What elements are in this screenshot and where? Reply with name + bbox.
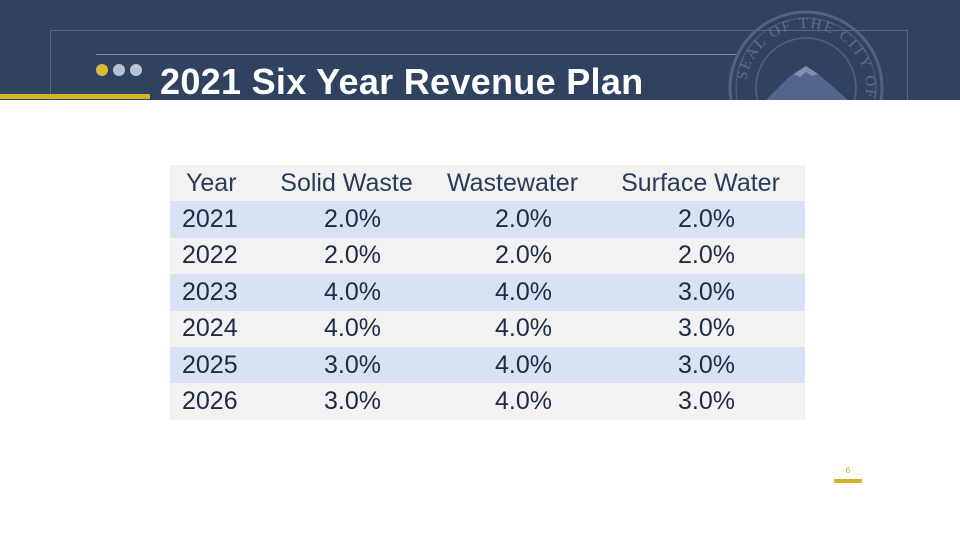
gold-accent-rule — [0, 94, 150, 99]
header-solid-waste: Solid Waste — [280, 168, 413, 197]
cell-solid-waste: 2.0% — [324, 241, 381, 270]
cell-year: 2025 — [182, 350, 238, 379]
cell-surface-water: 2.0% — [678, 205, 735, 234]
table-row: 2021 2.0% 2.0% 2.0% — [170, 201, 805, 238]
table-row: 2024 4.0% 4.0% 3.0% — [170, 310, 805, 347]
dot-gray-1 — [113, 64, 125, 76]
cell-solid-waste: 2.0% — [324, 205, 381, 234]
cell-solid-waste: 4.0% — [324, 314, 381, 343]
cell-surface-water: 3.0% — [678, 350, 735, 379]
table-row: 2026 3.0% 4.0% 3.0% — [170, 383, 805, 420]
header-surface-water: Surface Water — [621, 168, 780, 197]
title-bullet-dots — [96, 64, 156, 78]
dot-gold — [96, 64, 108, 76]
cell-wastewater: 4.0% — [495, 350, 552, 379]
cell-surface-water: 3.0% — [678, 314, 735, 343]
revenue-plan-table: Year Solid Waste Wastewater Surface Wate… — [170, 165, 805, 420]
city-seal-icon: SEAL OF THE CITY OF TACOMA — [728, 10, 884, 100]
cell-wastewater: 2.0% — [495, 241, 552, 270]
cell-solid-waste: 3.0% — [324, 350, 381, 379]
cell-solid-waste: 3.0% — [324, 387, 381, 416]
header-frame — [50, 30, 908, 100]
cell-wastewater: 4.0% — [495, 387, 552, 416]
cell-year: 2021 — [182, 205, 238, 234]
cell-surface-water: 2.0% — [678, 241, 735, 270]
header-band: SEAL OF THE CITY OF TACOMA 2021 Six Year… — [0, 0, 960, 100]
page-number-rule — [834, 479, 862, 483]
cell-year: 2023 — [182, 277, 238, 306]
table-header-row: Year Solid Waste Wastewater Surface Wate… — [170, 165, 805, 202]
table-row: 2023 4.0% 4.0% 3.0% — [170, 274, 805, 311]
cell-wastewater: 4.0% — [495, 277, 552, 306]
cell-solid-waste: 4.0% — [324, 277, 381, 306]
table-row: 2022 2.0% 2.0% 2.0% — [170, 237, 805, 275]
header-year: Year — [186, 168, 237, 197]
dot-gray-2 — [130, 64, 142, 76]
slide-title: 2021 Six Year Revenue Plan — [160, 61, 644, 100]
cell-wastewater: 2.0% — [495, 205, 552, 234]
cell-year: 2026 — [182, 387, 238, 416]
title-underline — [96, 54, 736, 55]
cell-wastewater: 4.0% — [495, 314, 552, 343]
cell-year: 2022 — [182, 241, 238, 270]
cell-surface-water: 3.0% — [678, 277, 735, 306]
page-number: 6 — [845, 466, 851, 475]
cell-year: 2024 — [182, 314, 238, 343]
table-row: 2025 3.0% 4.0% 3.0% — [170, 346, 805, 384]
mountain-icon — [766, 66, 848, 100]
cell-surface-water: 3.0% — [678, 387, 735, 416]
header-wastewater: Wastewater — [446, 168, 579, 197]
